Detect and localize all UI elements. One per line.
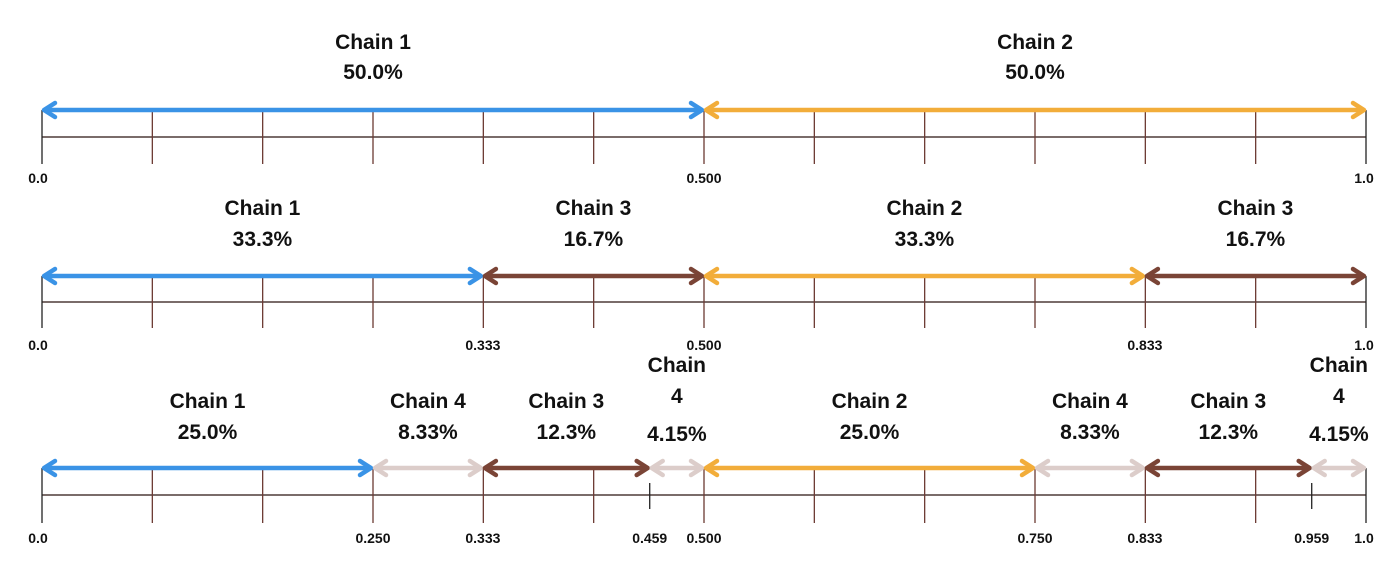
segment-arrowhead-left — [482, 458, 499, 478]
segment-arrowhead-right — [688, 458, 705, 478]
position-label: 0.959 — [1294, 530, 1329, 546]
segment-arrowhead-left — [703, 266, 720, 286]
segment-name-word: 4 — [1333, 385, 1345, 408]
segment-arrowhead-left — [1144, 266, 1161, 286]
segment-chain-1: Chain 1 50.0% — [41, 31, 705, 120]
segment-percent-label: 50.0% — [343, 61, 403, 84]
segment-name-label: Chain 1 — [225, 197, 301, 220]
chain-row-3: Chain 125.0%Chain 48.33%Chain 312.3%Chai… — [28, 354, 1374, 546]
segment-arrowhead-right — [1350, 266, 1367, 286]
segment-name-label: Chain 4 — [1310, 354, 1368, 408]
segment-percent-label: 33.3% — [233, 228, 293, 251]
segment-chain-4: Chain 4 4.15% — [647, 354, 707, 478]
segment-percent-label: 16.7% — [1226, 228, 1286, 251]
segment-chain-4: Chain 4 4.15% — [1309, 354, 1369, 478]
segment-arrowhead-left — [41, 266, 58, 286]
segment-name-label: Chain 2 — [997, 31, 1073, 54]
segment-name-label: Chain 4 — [648, 354, 706, 408]
segment-name-word: Chain — [1310, 354, 1368, 377]
position-label: 0.459 — [632, 530, 667, 546]
segment-arrowhead-right — [467, 458, 484, 478]
position-label: 0.833 — [1127, 530, 1162, 546]
position-label: 0.833 — [1127, 337, 1162, 353]
segment-name-label: Chain 1 — [335, 31, 411, 54]
segment-arrowhead-right — [688, 100, 705, 120]
chain-row-2: Chain 133.3%Chain 316.7%Chain 233.3%Chai… — [28, 197, 1374, 353]
segment-chain-1: Chain 1 25.0% — [41, 390, 374, 478]
segment-name-label: Chain 2 — [887, 197, 963, 220]
segment-arrowhead-left — [703, 458, 720, 478]
position-label: 1.0 — [1354, 530, 1374, 546]
segment-arrowhead-left — [41, 458, 58, 478]
segment-arrowhead-left — [703, 100, 720, 120]
position-label: 0.250 — [355, 530, 390, 546]
segment-percent-label: 12.3% — [537, 421, 597, 444]
position-label: 1.0 — [1354, 170, 1374, 186]
position-label: 0.333 — [465, 530, 500, 546]
segment-percent-label: 25.0% — [840, 421, 900, 444]
segment-name-word: Chain — [648, 354, 706, 377]
position-label: 0.0 — [28, 337, 48, 353]
segment-arrowhead-right — [1296, 458, 1312, 478]
segment-arrowhead-left — [1311, 458, 1327, 478]
segment-chain-3: Chain 3 16.7% — [482, 197, 705, 286]
position-label: 1.0 — [1354, 337, 1374, 353]
segment-percent-label: 25.0% — [178, 421, 238, 444]
segment-arrowhead-right — [1129, 458, 1146, 478]
segment-chain-2: Chain 2 33.3% — [703, 197, 1146, 286]
chain-row-1: Chain 1 50.0% Chain 2 50.0% 0.0 0.500 1.0 — [28, 31, 1374, 186]
segment-arrowhead-left — [1034, 458, 1051, 478]
segment-name-word: 4 — [671, 385, 683, 408]
segment-arrowhead-left — [41, 100, 58, 120]
segment-arrowhead-left — [482, 266, 499, 286]
segment-arrowhead-right — [1350, 100, 1367, 120]
segment-percent-label: 8.33% — [398, 421, 458, 444]
position-label: 0.0 — [28, 170, 48, 186]
position-label: 0.500 — [686, 530, 721, 546]
segment-name-label: Chain 2 — [832, 390, 908, 413]
segment-arrowhead-right — [1019, 458, 1036, 478]
segment-chain-3: Chain 3 12.3% — [1144, 390, 1312, 478]
segment-chain-2: Chain 2 25.0% — [703, 390, 1036, 478]
segment-name-label: Chain 4 — [1052, 390, 1128, 413]
segment-name-label: Chain 3 — [1190, 390, 1266, 413]
segment-arrowhead-right — [634, 458, 650, 478]
segment-chain-3: Chain 3 16.7% — [1144, 197, 1367, 286]
position-label: 0.0 — [28, 530, 48, 546]
segment-arrowhead-right — [357, 458, 374, 478]
segment-arrowhead-left — [1144, 458, 1161, 478]
segment-name-label: Chain 3 — [1218, 197, 1294, 220]
segment-arrowhead-right — [467, 266, 484, 286]
segment-percent-label: 4.15% — [647, 423, 707, 446]
segment-percent-label: 8.33% — [1060, 421, 1120, 444]
segment-percent-label: 50.0% — [1005, 61, 1065, 84]
segment-percent-label: 4.15% — [1309, 423, 1369, 446]
segment-arrowhead-right — [688, 266, 705, 286]
segment-chain-1: Chain 1 33.3% — [41, 197, 484, 286]
segment-name-label: Chain 1 — [170, 390, 246, 413]
position-label: 0.333 — [465, 337, 500, 353]
segment-name-label: Chain 4 — [390, 390, 466, 413]
segment-chain-4: Chain 4 8.33% — [372, 390, 484, 478]
segment-percent-label: 33.3% — [895, 228, 955, 251]
segment-percent-label: 16.7% — [564, 228, 624, 251]
position-label: 0.750 — [1017, 530, 1052, 546]
position-label: 0.500 — [686, 170, 721, 186]
segment-name-label: Chain 3 — [556, 197, 632, 220]
segment-percent-label: 12.3% — [1199, 421, 1259, 444]
position-label: 0.500 — [686, 337, 721, 353]
segment-chain-3: Chain 3 12.3% — [482, 390, 650, 478]
segment-name-label: Chain 3 — [528, 390, 604, 413]
segment-arrowhead-right — [1129, 266, 1146, 286]
segment-arrowhead-left — [372, 458, 389, 478]
segment-arrowhead-left — [649, 458, 665, 478]
segment-chain-2: Chain 2 50.0% — [703, 31, 1367, 120]
segment-arrowhead-right — [1350, 458, 1367, 478]
segment-chain-4: Chain 4 8.33% — [1034, 390, 1146, 478]
